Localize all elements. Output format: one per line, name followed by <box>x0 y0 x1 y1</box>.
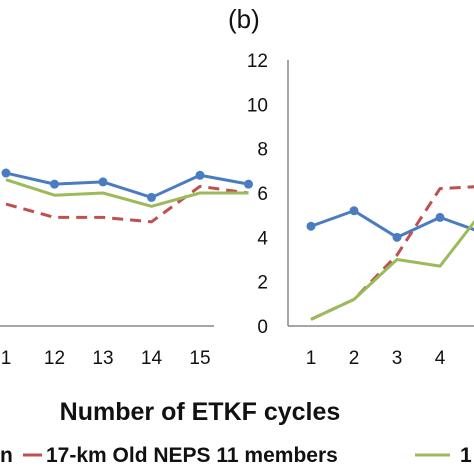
panel-b-series-2-line <box>310 219 474 321</box>
panel-a-x-tick-0: 1 <box>1 348 12 369</box>
panel-b-y-tick-2: 4 <box>257 228 268 249</box>
panel-b-y-tick-labels: 0 2 4 6 8 10 12 <box>247 51 269 338</box>
panel-b-series-0-point-0 <box>306 221 316 231</box>
panel-b-series <box>306 185 474 321</box>
panel-b-x-tick-3: 4 <box>435 348 446 369</box>
legend: n 17-km Old NEPS 11 members 1 <box>0 444 472 467</box>
panel-b-y-tick-0: 0 <box>257 317 268 338</box>
panel-b-x-tick-1: 2 <box>349 348 360 369</box>
panel-b-series-0-line <box>310 209 474 239</box>
panel-a-series-0-point-4 <box>195 170 205 180</box>
panel-a-x-tick-1: 12 <box>44 348 65 369</box>
panel-a-series-2-line <box>5 178 249 208</box>
panel-a-series-0-point-1 <box>50 179 59 189</box>
panel-b-y-tick-1: 2 <box>257 273 268 294</box>
panel-b-series-0-point-3 <box>435 212 445 222</box>
panel-a-series-0-point-0 <box>1 168 11 178</box>
legend-right-fragment: 1 <box>460 444 472 467</box>
panel-a-x-tick-labels: 1 12 13 14 15 <box>1 348 211 369</box>
panel-b-y-tick-3: 6 <box>257 184 268 205</box>
panel-b-series-0-point-2 <box>392 232 402 242</box>
legend-left-fragment: n <box>0 444 13 467</box>
panel-a-series <box>1 168 253 224</box>
panel-a: 1 12 13 14 15 <box>0 168 253 369</box>
panel-b-series-0-point-1 <box>349 206 359 216</box>
panel-b-y-tick-5: 10 <box>247 95 268 116</box>
panel-a-series-0-point-3 <box>147 192 156 202</box>
legend-entry-old-neps: 17-km Old NEPS 11 members <box>46 444 338 467</box>
panel-a-series-0-point-5 <box>244 179 253 189</box>
panel-a-series-0-point-2 <box>98 177 108 187</box>
panel-b-label: (b) <box>228 4 260 34</box>
panel-b-series-1-line <box>310 185 474 321</box>
panel-a-x-tick-2: 13 <box>92 348 113 369</box>
panel-a-x-tick-4: 15 <box>189 348 210 369</box>
panel-a-x-tick-3: 14 <box>141 348 163 369</box>
panel-b-y-tick-6: 12 <box>247 51 268 72</box>
panel-a-series-1-line <box>5 184 249 224</box>
x-axis-label: Number of ETKF cycles <box>60 398 341 426</box>
panel-a-series-0-line <box>5 171 249 199</box>
panel-b-y-tick-4: 8 <box>257 140 268 161</box>
panel-b-x-tick-2: 3 <box>392 348 403 369</box>
panel-b-x-tick-labels: 1 2 3 4 <box>306 348 446 369</box>
panel-b-x-tick-0: 1 <box>306 348 317 369</box>
